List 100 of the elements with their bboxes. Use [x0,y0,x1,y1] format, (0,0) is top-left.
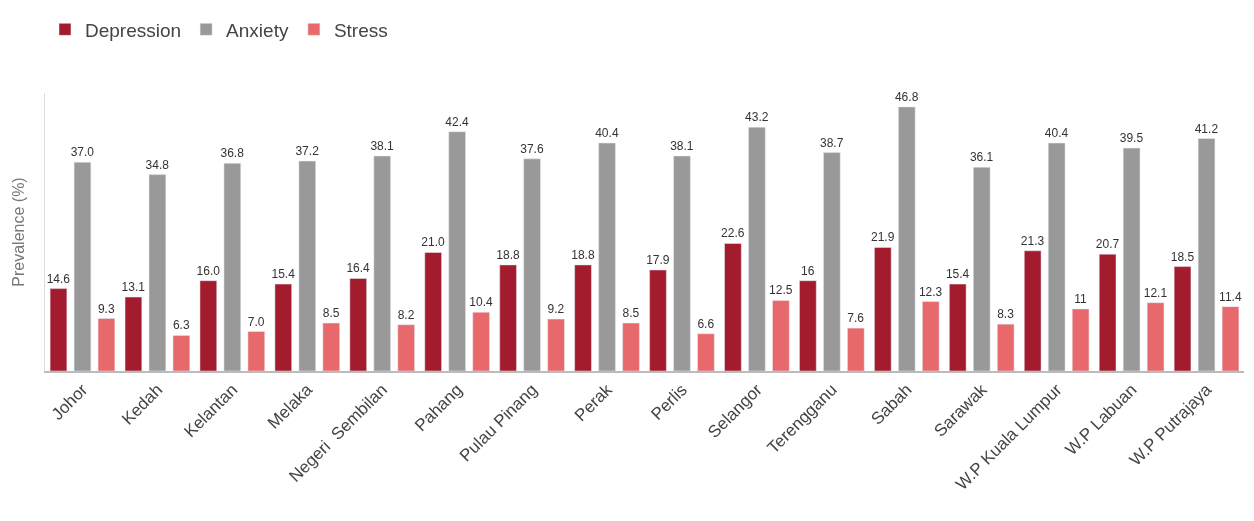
bar [997,323,1015,371]
data-label: 8.5 [622,306,640,321]
bar [898,106,916,371]
data-label: 8.5 [322,306,340,321]
bar [1071,308,1090,371]
bar [823,152,841,371]
data-label: 14.6 [46,271,71,286]
data-label: 10.4 [469,295,493,310]
data-label: 40.4 [595,126,619,141]
bar [223,163,241,371]
legend-label: Stress [333,19,388,41]
data-label: 21.0 [421,235,446,250]
data-label: 38.1 [370,139,395,153]
data-label: 12.3 [918,284,943,299]
data-label: 15.4 [271,267,296,282]
data-label: 12.1 [1143,285,1168,300]
bar [547,318,565,371]
bar [1048,142,1066,371]
data-label: 7.6 [847,311,865,326]
data-label: 43.2 [745,110,769,125]
bar [1197,138,1216,371]
bar [799,280,817,371]
data-label: 15.4 [945,267,970,282]
bar [622,322,640,371]
bar [274,283,292,371]
data-label: 6.6 [697,316,715,331]
data-label: 18.8 [571,247,595,262]
bar [373,155,391,371]
bar [697,333,715,371]
data-label: 16 [801,263,815,278]
bar [1024,250,1042,371]
bar [1098,253,1117,371]
data-label: 8.3 [997,307,1015,322]
legend-label: Depression [85,19,182,41]
data-label: 9.2 [547,302,565,317]
bar [724,243,742,371]
bar [298,160,316,371]
data-label: 36.8 [220,146,245,161]
bar [49,288,68,371]
data-label: 38.7 [820,135,844,150]
data-label: 18.5 [1170,249,1195,264]
bar [649,269,667,371]
data-label: 11.4 [1219,289,1242,304]
bar [172,335,191,371]
bar [499,264,517,371]
bar [1146,302,1165,371]
data-label: 8.2 [397,307,415,322]
bar [973,167,991,371]
bar [424,252,442,371]
data-label: 18.8 [496,247,520,262]
bar [97,318,116,371]
data-label: 38.1 [670,139,694,153]
data-label: 11 [1074,291,1088,306]
bar [598,142,616,371]
bar [448,131,466,371]
bar [673,155,691,371]
data-label: 46.8 [894,89,919,104]
data-label: 16.0 [196,263,221,278]
y-axis-title: Prevalence (%) [9,177,27,287]
bar [397,324,415,371]
bar [247,331,265,371]
data-label: 39.5 [1119,131,1144,146]
bar [148,174,167,371]
data-label: 16.4 [346,261,371,276]
bar [349,278,367,371]
bar [922,301,940,371]
bar [847,327,865,371]
bar [472,312,490,371]
bar [199,280,218,371]
data-label: 21.9 [870,230,895,245]
data-label: 9.3 [97,301,115,316]
data-label: 17.9 [646,252,670,267]
data-label: 42.4 [445,114,469,129]
bar [1122,147,1141,371]
data-label: 37.0 [70,145,95,160]
data-label: 22.6 [721,226,745,241]
legend-label: Anxiety [226,19,289,41]
bar [748,126,766,371]
bar [574,264,592,371]
bar [523,158,541,371]
data-label: 13.1 [121,280,146,295]
data-label: 41.2 [1194,121,1219,136]
data-label: 7.0 [247,314,265,329]
bar [73,161,92,371]
bar [1173,266,1192,371]
data-label: 21.3 [1020,233,1045,248]
data-label: 40.4 [1044,126,1069,141]
bar [1221,306,1240,371]
data-label: 6.3 [172,318,190,333]
data-label: 37.6 [520,141,544,156]
data-label: 36.1 [969,150,994,165]
bar [874,247,892,371]
bar [772,300,790,371]
data-label: 12.5 [769,283,793,298]
bar [124,296,143,371]
bar [322,322,340,371]
data-label: 37.2 [295,144,320,159]
bar [949,283,967,371]
data-label: 34.8 [145,157,170,172]
data-label: 20.7 [1095,237,1120,252]
